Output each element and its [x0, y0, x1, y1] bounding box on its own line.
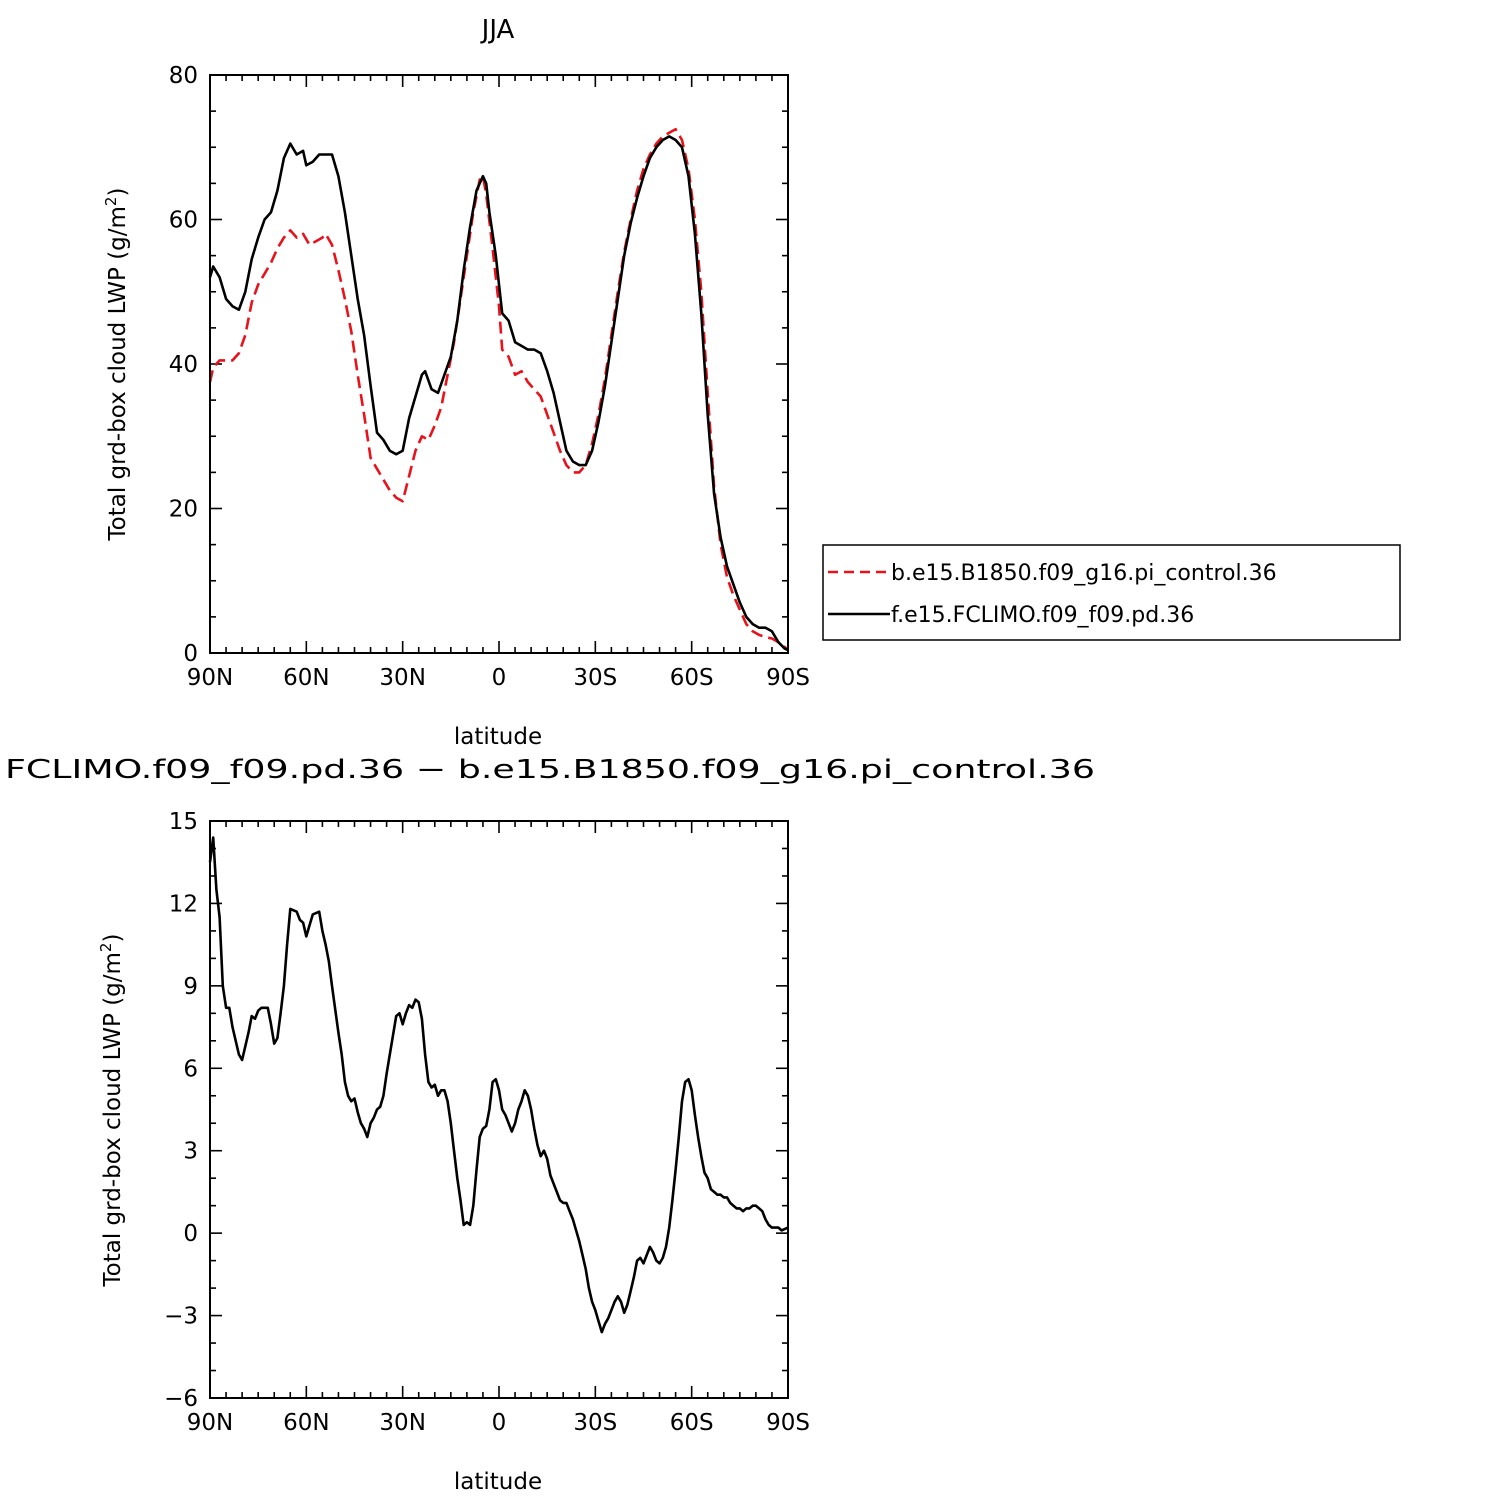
bottom-y-tick-label: −6 — [164, 1386, 198, 1412]
bottom-title: FCLIMO.f09_f09.pd.36 − b.e15.B1850.f09_g… — [5, 755, 1095, 785]
bottom-y-tick-label: 9 — [183, 974, 198, 1000]
top-title: JJA — [480, 15, 515, 45]
top-x-axis-label: latitude — [454, 724, 542, 750]
top-x-tick-label: 0 — [492, 665, 507, 691]
bottom-x-tick-label: 90N — [187, 1410, 233, 1436]
bottom-x-tick-labels: 90N 60N 30N 0 30S 60S 90S — [187, 1410, 810, 1436]
bottom-panel: FCLIMO.f09_f09.pd.36 − b.e15.B1850.f09_g… — [5, 755, 1095, 1495]
top-y-tick-label: 20 — [169, 497, 198, 523]
bottom-series-lines — [208, 836, 789, 1334]
bottom-y-axis-label: Total grd-box cloud LWP (g/m2) — [97, 934, 126, 1288]
top-y-tick-label: 60 — [169, 208, 198, 234]
top-y-axis-label: Total grd-box cloud LWP (g/m2) — [102, 188, 131, 542]
top-y-tick-label: 40 — [169, 352, 198, 378]
legend-box — [822, 544, 1401, 641]
top-y-tick-label: 80 — [169, 63, 198, 89]
bottom-x-tick-label: 30S — [573, 1410, 617, 1436]
top-y-tick-label: 0 — [183, 641, 198, 667]
bottom-plot-frame — [209, 820, 789, 1399]
bottom-axes-ticks — [209, 820, 789, 1399]
top-series-lines — [208, 127, 789, 652]
bottom-y-tick-label: 6 — [183, 1056, 198, 1082]
top-y-tick-labels: 0 20 40 60 80 — [169, 63, 198, 667]
top-axes-ticks — [209, 74, 789, 654]
bottom-x-tick-label: 60N — [283, 1410, 329, 1436]
bottom-y-tick-label: 0 — [183, 1221, 198, 1247]
bottom-series-line-0 — [208, 836, 789, 1334]
bottom-y-tick-labels: −6 −3 0 3 6 9 12 15 — [164, 809, 198, 1412]
top-x-tick-label: 90N — [187, 665, 233, 691]
bottom-y-tick-label: 3 — [183, 1139, 198, 1165]
bottom-y-tick-label: −3 — [164, 1304, 198, 1330]
bottom-x-tick-label: 90S — [766, 1410, 810, 1436]
top-x-tick-label: 30N — [379, 665, 425, 691]
legend-label-red: b.e15.B1850.f09_g16.pi_control.36 — [891, 561, 1277, 586]
legend-label-black: f.e15.FCLIMO.f09_f09.pd.36 — [891, 603, 1194, 628]
bottom-x-tick-label: 60S — [670, 1410, 714, 1436]
top-x-tick-label: 60S — [670, 665, 714, 691]
legend: b.e15.B1850.f09_g16.pi_control.36 f.e15.… — [822, 544, 1401, 641]
top-series-line-1 — [208, 135, 789, 652]
top-panel: JJA 90N 60N 30N 0 30S 60S 90S 0 20 40 60 80 latitu… — [102, 15, 810, 750]
top-x-tick-labels: 90N 60N 30N 0 30S 60S 90S — [187, 665, 810, 691]
top-x-tick-label: 90S — [766, 665, 810, 691]
bottom-y-tick-label: 12 — [169, 891, 198, 917]
bottom-x-tick-label: 30N — [379, 1410, 425, 1436]
top-plot-frame — [209, 74, 789, 654]
bottom-x-tick-label: 0 — [492, 1410, 507, 1436]
top-series-line-0 — [208, 127, 789, 651]
top-x-tick-label: 60N — [283, 665, 329, 691]
bottom-x-axis-label: latitude — [454, 1469, 542, 1495]
top-x-tick-label: 30S — [573, 665, 617, 691]
bottom-y-tick-label: 15 — [169, 809, 198, 835]
